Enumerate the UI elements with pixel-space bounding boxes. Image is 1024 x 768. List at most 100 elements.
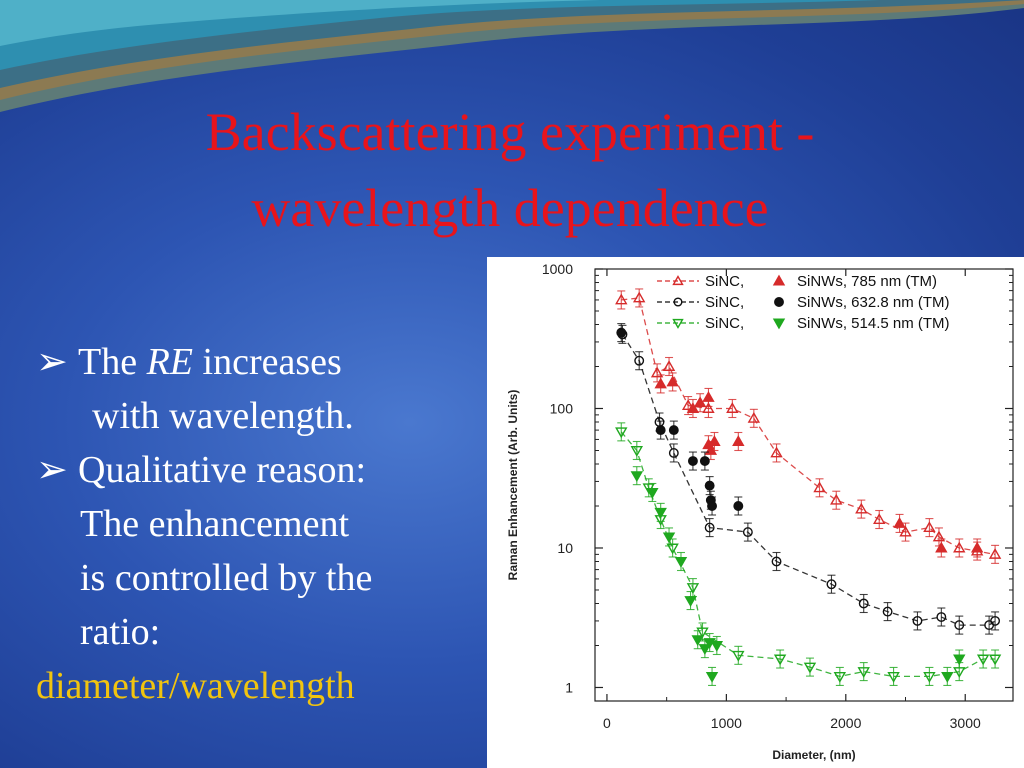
data-point — [953, 541, 966, 553]
data-point — [707, 501, 717, 511]
data-point — [988, 547, 1002, 559]
legend-sinc-label: SiNC, — [705, 294, 744, 311]
data-point — [704, 480, 715, 491]
legend-marker — [673, 297, 683, 307]
data-point — [770, 446, 783, 458]
data-point — [858, 598, 869, 609]
y-tick-label: 100 — [550, 400, 574, 416]
data-point — [615, 293, 628, 305]
data-point — [687, 456, 698, 466]
x-tick-label: 1000 — [711, 715, 742, 731]
data-point — [704, 522, 715, 533]
data-point — [630, 446, 644, 457]
bullet-item-re-increases: ➢ The RE increases — [36, 335, 476, 389]
data-point — [899, 525, 912, 537]
data-point — [771, 556, 782, 567]
data-point — [654, 377, 667, 389]
data-point — [710, 641, 724, 652]
x-tick-label: 3000 — [950, 715, 981, 731]
y-axis-title: Raman Enhancement (Arb. Units) — [506, 390, 520, 581]
data-point — [698, 644, 712, 656]
data-point — [773, 654, 787, 666]
data-point — [826, 579, 837, 590]
data-point — [923, 521, 936, 533]
arrow-bullet-icon: ➢ — [36, 341, 68, 383]
legend-sinw-label: SiNWs, 632.8 nm (TM) — [797, 294, 950, 311]
legend-sinw-label: SiNWs, 514.5 nm (TM) — [797, 315, 950, 332]
data-point — [803, 662, 817, 674]
legend-sinc-label: SiNC, — [705, 273, 744, 290]
x-tick-label: 2000 — [830, 715, 861, 731]
data-point — [976, 654, 990, 666]
legend-sinc-label: SiNC, — [705, 315, 744, 332]
data-point — [630, 471, 644, 483]
data-point — [702, 391, 715, 402]
data-point — [893, 517, 906, 528]
data-point — [873, 513, 886, 524]
data-point — [935, 541, 948, 553]
data-point — [666, 543, 679, 555]
data-point — [632, 291, 646, 303]
x-tick-label: 0 — [603, 715, 611, 731]
data-point — [646, 488, 659, 499]
legend-marker — [772, 318, 786, 330]
data-point — [686, 402, 700, 413]
bullet-continuation: ratio: — [80, 611, 161, 653]
legend-sinw-label: SiNWs, 785 nm (TM) — [797, 273, 937, 290]
data-point — [733, 501, 744, 511]
data-point — [674, 557, 688, 568]
y-tick-label: 10 — [557, 540, 573, 556]
data-point — [705, 671, 719, 683]
x-axis-title: Diameter, (nm) — [772, 748, 855, 762]
data-point — [936, 612, 947, 622]
legend-marker — [672, 318, 684, 329]
data-point — [662, 360, 676, 371]
bullet-text: increases — [193, 341, 342, 383]
series-line — [621, 297, 996, 556]
y-tick-label: 1000 — [542, 261, 573, 277]
bullet-list: ➢ The RE increases with wavelength. ➢ Qual… — [36, 335, 476, 713]
data-point — [686, 583, 700, 595]
data-point — [654, 507, 667, 519]
data-point — [693, 396, 707, 408]
data-point — [857, 667, 870, 678]
data-point — [912, 615, 923, 626]
data-point — [708, 435, 721, 446]
data-point — [732, 435, 745, 446]
data-point — [681, 399, 695, 410]
data-point — [699, 456, 710, 466]
data-point — [668, 425, 679, 436]
data-point — [742, 527, 753, 538]
legend-marker — [774, 297, 784, 307]
data-point — [684, 596, 697, 607]
data-point — [634, 355, 645, 366]
data-point — [855, 502, 868, 514]
data-point — [668, 448, 679, 458]
bullet-text: The — [78, 341, 147, 383]
data-point — [923, 671, 936, 683]
data-point — [615, 427, 628, 439]
header-wave-decoration — [0, 0, 1024, 112]
data-point — [726, 402, 739, 413]
bullet-continuation: is controlled by the — [80, 557, 373, 599]
data-point — [747, 411, 761, 423]
plot-frame — [594, 268, 1014, 702]
data-point — [833, 671, 847, 683]
data-point — [970, 541, 984, 553]
bullet-item-qualitative-reason: ➢ Qualitative reason: — [36, 443, 476, 497]
data-point — [732, 650, 745, 662]
data-point — [655, 425, 666, 436]
slide-title: Backscattering experiment - wavelength d… — [60, 95, 960, 246]
arrow-bullet-icon: ➢ — [36, 449, 68, 491]
data-point — [702, 402, 715, 413]
data-point — [666, 375, 679, 387]
raman-enhancement-chart: 0 1000 2000 3000 1 10 100 1000 Diameter, (nm) Ram… — [487, 257, 1024, 768]
data-point — [954, 620, 965, 631]
bullet-continuation: The enhancement — [80, 503, 350, 545]
data-point — [988, 654, 1002, 666]
data-point — [887, 671, 900, 683]
data-point — [662, 532, 676, 544]
data-point — [830, 493, 843, 505]
series-line — [620, 431, 996, 678]
legend-marker — [672, 275, 684, 286]
